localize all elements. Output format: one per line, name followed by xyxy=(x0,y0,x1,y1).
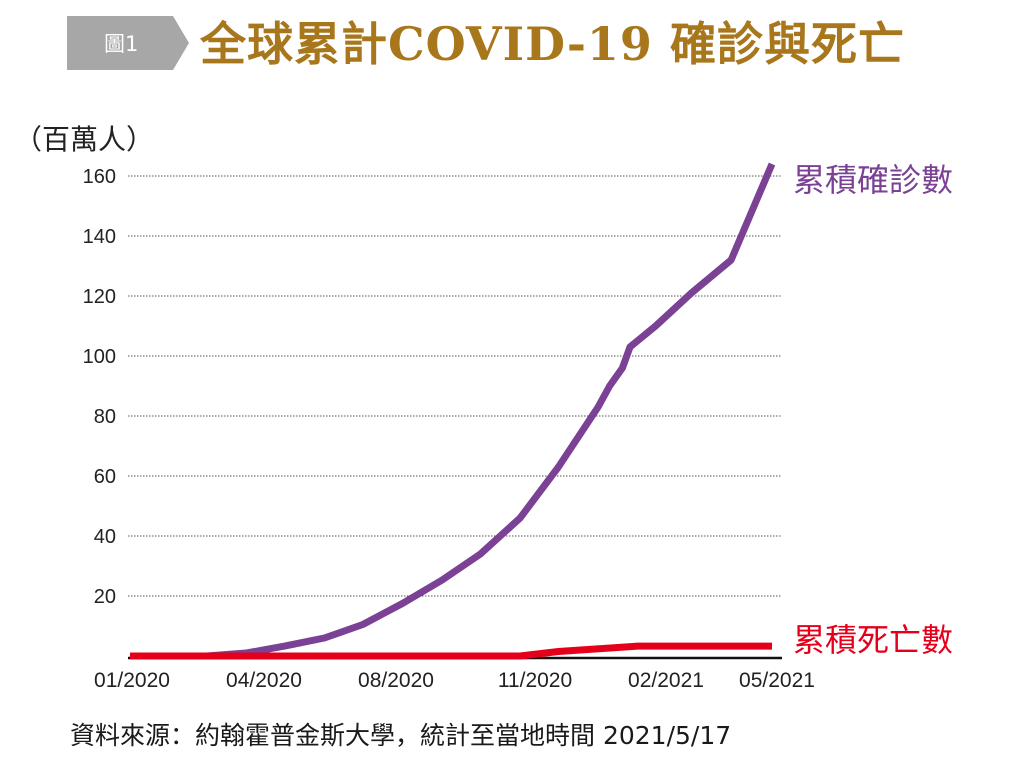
y-tick-label: 20 xyxy=(94,586,116,608)
x-tick-label: 05/2021 xyxy=(739,669,815,692)
y-axis-unit-label: （百萬人） xyxy=(14,123,155,156)
deaths-line xyxy=(130,642,772,660)
x-tick-label: 04/2020 xyxy=(226,669,302,692)
deaths-series-label: 累積死亡數 xyxy=(793,621,953,659)
x-tick-label: 02/2021 xyxy=(628,669,704,692)
y-tick-label: 60 xyxy=(94,466,116,488)
figure-badge-label: 圖1 xyxy=(104,32,139,56)
y-tick-label: 40 xyxy=(94,526,116,548)
y-tick-label: 140 xyxy=(83,226,116,248)
confirmed-cases-line xyxy=(130,162,776,660)
badge-arrow-shape xyxy=(67,16,189,70)
source-note: 資料來源：約翰霍普金斯大學，統計至當地時間 2021/5/17 xyxy=(70,721,732,750)
y-tick-label: 100 xyxy=(83,346,116,368)
chart-title: 全球累計COVID-19 確診與死亡 xyxy=(200,17,905,71)
confirmed-series-label: 累積確診數 xyxy=(793,161,953,199)
x-tick-label: 08/2020 xyxy=(358,669,434,692)
x-tick-label: 11/2020 xyxy=(498,669,572,692)
y-tick-label: 160 xyxy=(83,166,116,188)
y-tick-label: 120 xyxy=(83,286,116,308)
x-tick-label: 01/2020 xyxy=(94,669,170,692)
y-tick-label: 80 xyxy=(94,406,116,428)
figure-badge xyxy=(67,16,189,70)
